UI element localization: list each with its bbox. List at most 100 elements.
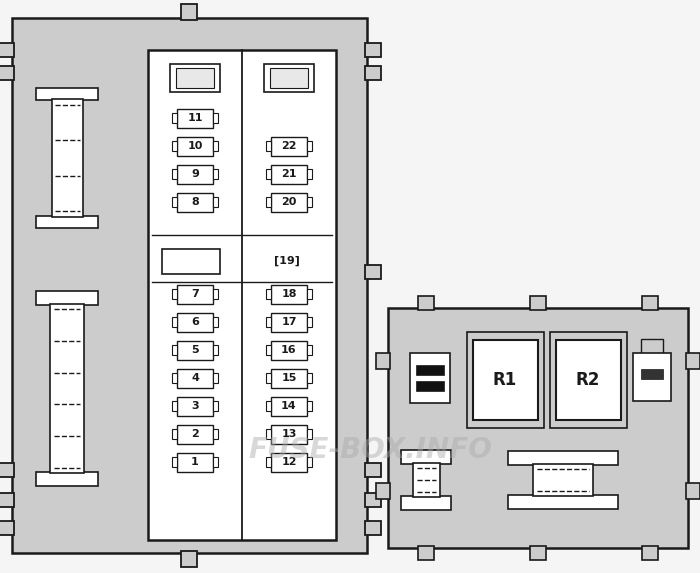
Bar: [172, 289, 177, 299]
Bar: [172, 401, 177, 411]
Bar: [172, 141, 177, 151]
Text: 12: 12: [281, 457, 297, 467]
Bar: [365, 521, 381, 535]
Bar: [642, 296, 658, 310]
Bar: [533, 464, 593, 496]
Text: 22: 22: [281, 141, 297, 151]
Text: 10: 10: [188, 141, 203, 151]
Bar: [172, 345, 177, 355]
Bar: [270, 68, 308, 88]
Bar: [172, 317, 177, 327]
Bar: [307, 345, 312, 355]
Bar: [307, 289, 312, 299]
Bar: [550, 332, 627, 428]
Text: 3: 3: [191, 401, 199, 411]
Text: 17: 17: [281, 317, 297, 327]
Bar: [271, 341, 307, 360]
Bar: [413, 463, 440, 497]
Bar: [172, 373, 177, 383]
Bar: [271, 313, 307, 332]
Bar: [213, 373, 218, 383]
Bar: [365, 463, 381, 477]
Bar: [177, 425, 213, 444]
Bar: [213, 141, 218, 151]
Bar: [172, 197, 177, 207]
Bar: [271, 137, 307, 156]
Text: 7: 7: [191, 289, 199, 299]
Bar: [50, 304, 84, 473]
Bar: [12, 18, 367, 553]
Bar: [410, 353, 450, 403]
Text: 5: 5: [191, 345, 199, 355]
Bar: [418, 546, 434, 560]
Bar: [266, 401, 271, 411]
Bar: [266, 373, 271, 383]
Bar: [213, 169, 218, 179]
Bar: [170, 64, 220, 92]
Bar: [213, 457, 218, 467]
Text: 4: 4: [191, 373, 199, 383]
Text: R1: R1: [493, 371, 517, 389]
Bar: [266, 197, 271, 207]
Bar: [36, 88, 98, 100]
Bar: [271, 193, 307, 212]
Text: 16: 16: [281, 345, 297, 355]
Bar: [52, 99, 83, 217]
Bar: [307, 141, 312, 151]
Bar: [271, 369, 307, 388]
Bar: [271, 397, 307, 416]
Bar: [52, 88, 83, 228]
Bar: [181, 4, 197, 20]
Bar: [177, 285, 213, 304]
Bar: [0, 43, 14, 57]
Bar: [213, 289, 218, 299]
Bar: [307, 401, 312, 411]
Bar: [213, 429, 218, 439]
Text: 20: 20: [281, 197, 297, 207]
Text: 2: 2: [191, 429, 199, 439]
Bar: [177, 109, 213, 128]
Bar: [266, 289, 271, 299]
Bar: [376, 353, 390, 369]
Bar: [0, 493, 14, 507]
Bar: [213, 401, 218, 411]
Bar: [266, 345, 271, 355]
Bar: [401, 450, 451, 464]
Text: [19]: [19]: [274, 256, 300, 266]
Bar: [642, 546, 658, 560]
Bar: [181, 551, 197, 567]
Text: 11: 11: [188, 113, 203, 123]
Bar: [307, 317, 312, 327]
Bar: [307, 457, 312, 467]
Bar: [266, 169, 271, 179]
Bar: [162, 249, 220, 274]
Bar: [467, 332, 544, 428]
Bar: [266, 141, 271, 151]
Bar: [213, 345, 218, 355]
Bar: [177, 313, 213, 332]
Bar: [686, 483, 700, 499]
Text: 1: 1: [191, 457, 199, 467]
Bar: [177, 193, 213, 212]
Bar: [177, 137, 213, 156]
Text: 21: 21: [281, 169, 297, 179]
Bar: [266, 457, 271, 467]
Bar: [530, 296, 546, 310]
Bar: [172, 429, 177, 439]
Bar: [376, 483, 390, 499]
Bar: [401, 496, 451, 510]
Bar: [686, 353, 700, 369]
Bar: [0, 463, 14, 477]
Bar: [271, 425, 307, 444]
Bar: [556, 340, 621, 420]
Bar: [264, 64, 314, 92]
Bar: [177, 453, 213, 472]
Bar: [365, 43, 381, 57]
Text: 8: 8: [191, 197, 199, 207]
Bar: [177, 369, 213, 388]
Bar: [641, 339, 663, 355]
Bar: [508, 495, 618, 509]
Bar: [266, 429, 271, 439]
Bar: [213, 113, 218, 123]
Bar: [266, 317, 271, 327]
